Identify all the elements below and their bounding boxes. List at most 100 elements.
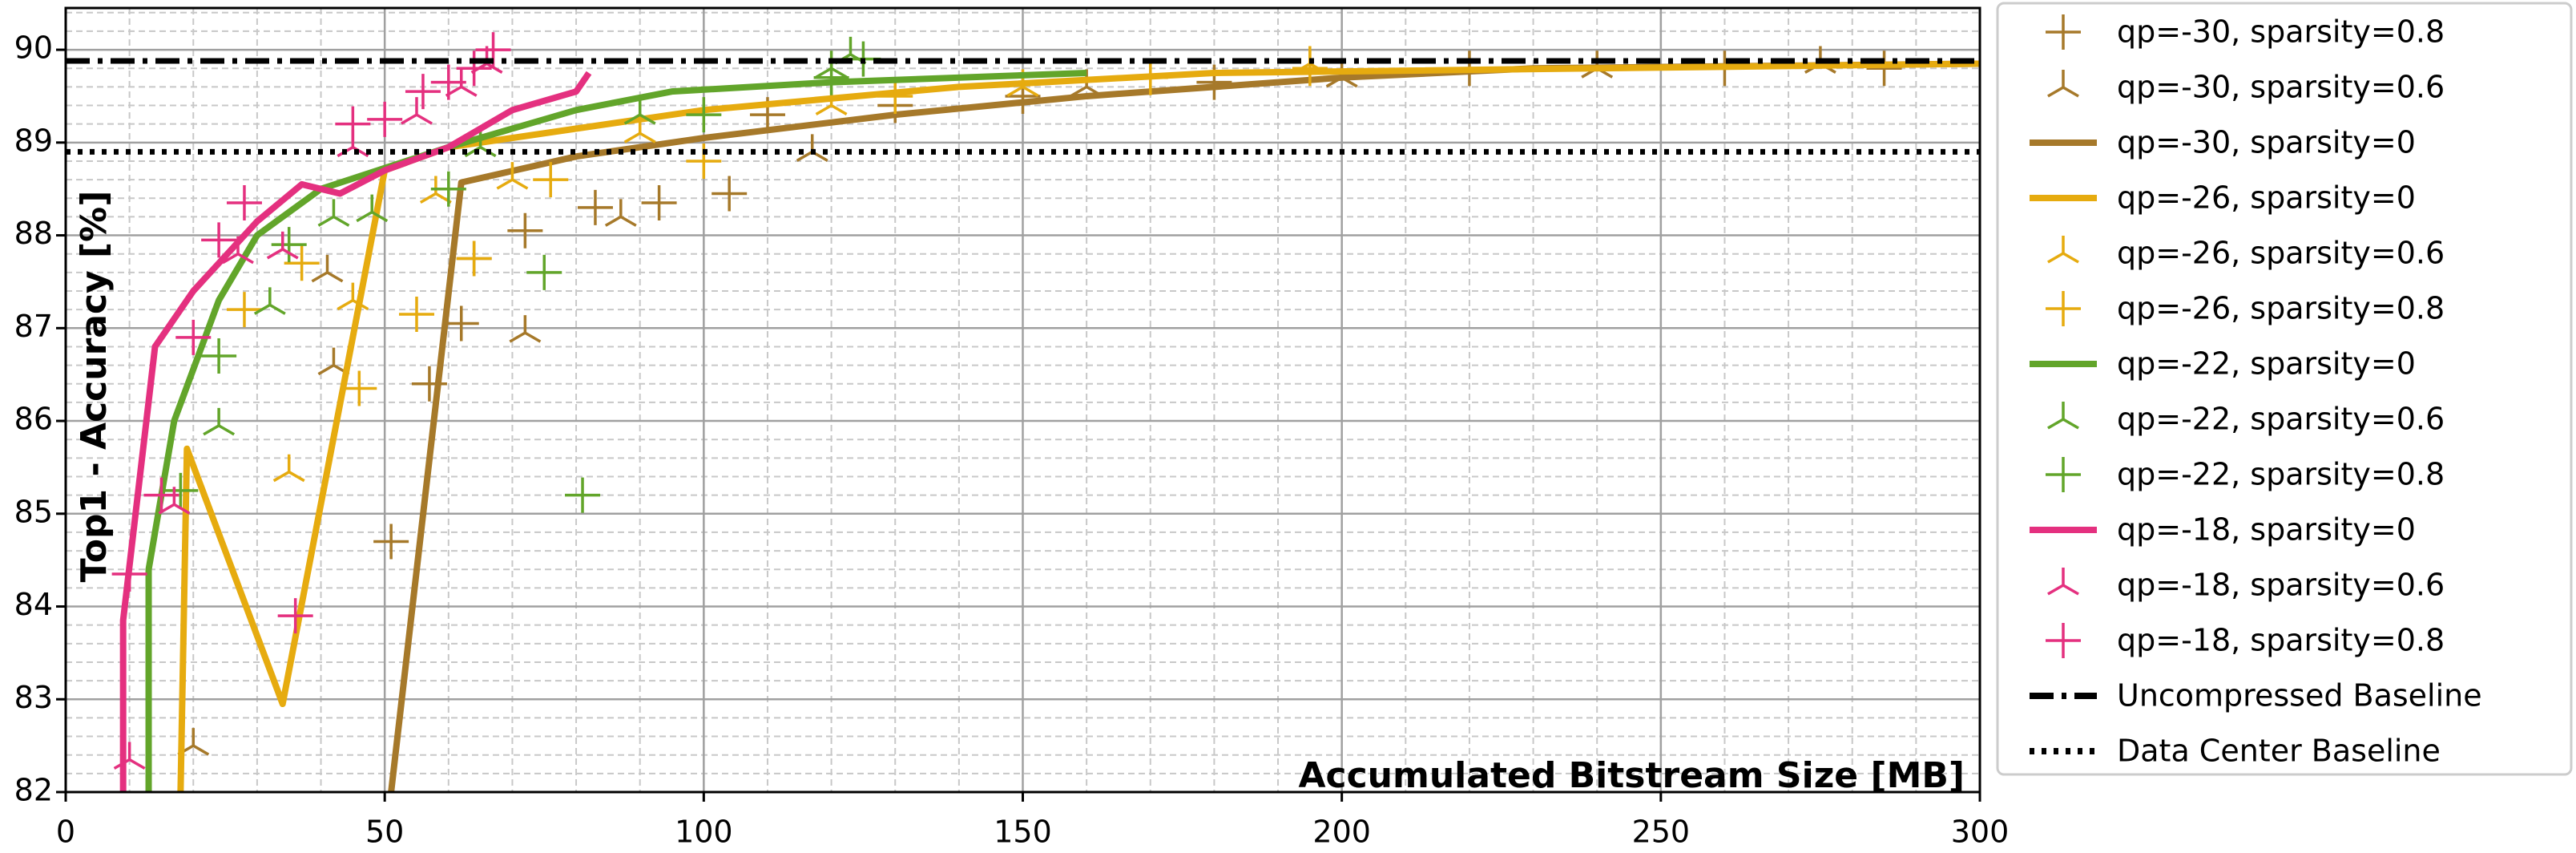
plus-marker [284,245,320,281]
tri-marker [509,315,542,343]
y-tick-label: 85 [14,494,53,529]
plot-area [66,32,1980,792]
plus-marker [201,222,237,258]
tri-marker [401,97,433,125]
plus-marker [686,97,722,133]
legend-label: Data Center Baseline [2117,734,2441,769]
x-tick-label: 250 [1632,815,1691,850]
plus-marker [443,305,479,342]
plus-marker [877,78,913,114]
legend-label: qp=-26, sparsity=0.6 [2117,236,2445,271]
legend-label: qp=-22, sparsity=0.8 [2117,457,2445,492]
legend-label: qp=-26, sparsity=0 [2117,180,2416,216]
legend-label: qp=-30, sparsity=0 [2117,125,2416,160]
x-tick-label: 50 [365,815,404,850]
plus-marker [456,51,492,87]
legend-label: qp=-18, sparsity=0 [2117,512,2416,548]
y-axis-label: Top1 - Accuracy [%] [74,191,115,583]
y-tick-label: 87 [14,309,53,344]
tri-marker [266,231,299,260]
axes: 0 50 100 150 200 250 300 82 83 84 85 86 87 88 89 90 [14,30,2010,850]
tri-marker [796,134,828,162]
y-tick-label: 83 [14,680,53,715]
tri-marker [203,407,236,436]
plus-marker [565,477,601,513]
y-tick-label: 82 [14,773,53,808]
tri-marker [272,454,305,483]
plus-marker [533,162,569,198]
plus-marker [201,338,237,374]
tri-marker [623,115,656,144]
tri-marker [253,287,286,315]
legend-label: qp=-18, sparsity=0.6 [2117,568,2445,603]
tri-marker [623,97,656,125]
plus-marker [1292,51,1328,87]
tri-marker [317,199,350,227]
legend-swatch [2046,623,2081,658]
legend-label: Uncompressed Baseline [2117,678,2482,714]
series-line [119,71,592,792]
y-tick-label: 89 [14,123,53,158]
x-axis-label: Accumulated Bitstream Size [MB] [1298,755,1965,796]
plus-marker [1132,59,1168,95]
plus-marker [526,254,562,290]
plus-marker [686,143,722,179]
tri-marker [356,194,389,223]
legend-swatch [2046,457,2081,492]
legend-entries: qp=-30, sparsity=0.8 qp=-30, sparsity=0.6… [2030,14,2482,769]
plus-marker [163,472,199,508]
plus-marker [271,227,307,263]
series-line [388,60,1980,792]
legend-label: qp=-30, sparsity=0.6 [2117,70,2445,105]
plus-marker [641,185,677,221]
tri-marker [222,236,254,265]
y-tick-label: 84 [14,587,53,622]
legend-swatch [2046,291,2081,326]
tri-marker [337,282,369,311]
y-tick-label: 88 [14,216,53,251]
plus-marker [226,185,262,221]
plus-marker [143,477,179,513]
legend [1996,2,2573,776]
plus-marker [813,59,849,95]
tri-marker [604,199,637,227]
legend-swatch [2047,568,2079,596]
plus-marker [398,296,434,332]
legend-label: qp=-22, sparsity=0 [2117,346,2416,382]
x-tick-label: 100 [675,815,733,850]
legend-label: qp=-22, sparsity=0.6 [2117,402,2445,437]
plus-marker [405,74,441,110]
legend-swatch [2046,14,2081,50]
plus-marker [373,524,409,560]
plus-marker [111,556,147,592]
plus-marker [577,189,613,225]
plus-marker [335,106,371,142]
x-tick-label: 200 [1312,815,1371,850]
plus-marker [456,241,492,277]
series-line [177,60,1980,792]
plus-marker [367,101,403,137]
plus-marker [1866,51,1902,87]
plus-marker [430,64,466,100]
plus-marker [430,171,466,207]
plus-marker [341,370,377,406]
plus-marker [507,212,543,249]
legend-label: qp=-30, sparsity=0.8 [2117,14,2445,50]
plus-marker [277,598,313,634]
legend-swatch [2047,236,2079,264]
plus-marker [226,292,262,328]
tri-marker [113,742,146,770]
tri-marker [311,254,344,283]
legend-label: qp=-26, sparsity=0.8 [2117,291,2445,326]
x-tick-label: 150 [994,815,1052,850]
legend-swatch [2047,402,2079,430]
y-tick-label: 86 [14,402,53,437]
plus-marker [175,319,212,355]
grid [64,8,1981,794]
legend-label: qp=-18, sparsity=0.8 [2117,623,2445,658]
legend-swatch [2047,70,2079,98]
plus-marker [712,176,748,212]
tri-marker [496,162,529,190]
x-tick-label: 300 [1951,815,2010,850]
